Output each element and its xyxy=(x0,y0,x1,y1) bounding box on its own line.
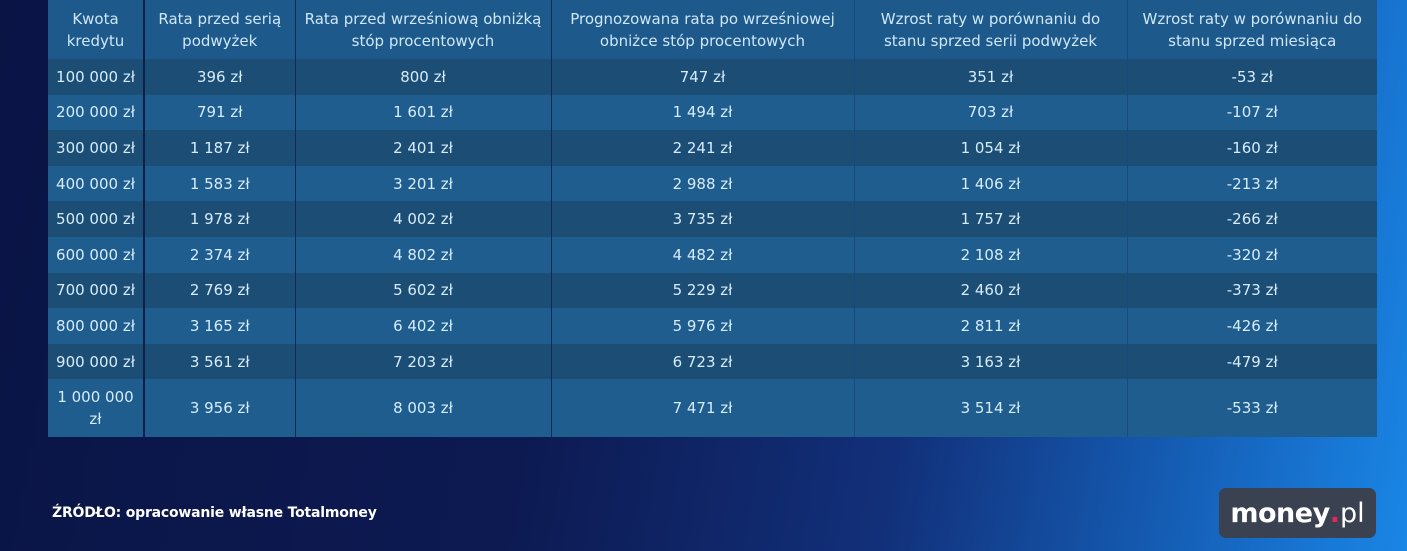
cell: 8 003 zł xyxy=(295,379,552,438)
cell: 3 735 zł xyxy=(551,201,855,237)
cell: 3 165 zł xyxy=(144,308,296,344)
cell: -53 zł xyxy=(1127,59,1377,95)
logo-brand-text: money xyxy=(1230,497,1330,529)
loan-installment-table: Kwota kredytu Rata przed serią podwyżek … xyxy=(48,0,1377,438)
cell: 1 494 zł xyxy=(551,94,855,131)
cell: 4 002 zł xyxy=(295,201,552,237)
logo-tld-text: pl xyxy=(1339,497,1365,529)
cell: 703 zł xyxy=(854,94,1128,131)
table-row: 400 000 zł 1 583 zł 3 201 zł 2 988 zł 1 … xyxy=(48,165,1377,202)
cell-loan-amount: 600 000 zł xyxy=(48,236,145,273)
cell: 7 203 zł xyxy=(295,343,552,380)
cell: -107 zł xyxy=(1127,94,1377,131)
source-caption: ŹRÓDŁO: opracowanie własne Totalmoney xyxy=(52,505,377,521)
cell-loan-amount: 400 000 zł xyxy=(48,165,145,202)
cell: 800 zł xyxy=(295,59,552,95)
cell: -373 zł xyxy=(1127,272,1377,309)
cell: 7 471 zł xyxy=(551,379,855,438)
cell: -160 zł xyxy=(1127,130,1377,166)
cell: 5 976 zł xyxy=(551,308,855,344)
cell: 1 406 zł xyxy=(854,165,1128,202)
logo-dot: . xyxy=(1329,497,1340,529)
header-loan-amount: Kwota kredytu xyxy=(48,0,145,59)
cell: 3 514 zł xyxy=(854,379,1128,438)
cell: 2 401 zł xyxy=(295,130,552,166)
cell: -320 zł xyxy=(1127,236,1377,273)
table-header-row: Kwota kredytu Rata przed serią podwyżek … xyxy=(48,0,1377,59)
cell-loan-amount: 100 000 zł xyxy=(48,59,145,95)
cell: 2 811 zł xyxy=(854,308,1128,344)
table-row: 900 000 zł 3 561 zł 7 203 zł 6 723 zł 3 … xyxy=(48,343,1377,380)
cell: 351 zł xyxy=(854,59,1128,95)
cell: -533 zł xyxy=(1127,379,1377,438)
cell-loan-amount: 500 000 zł xyxy=(48,201,145,237)
cell: 2 241 zł xyxy=(551,130,855,166)
cell: 2 108 zł xyxy=(854,236,1128,273)
cell: 3 956 zł xyxy=(144,379,296,438)
cell: 747 zł xyxy=(551,59,855,95)
cell: 1 054 zł xyxy=(854,130,1128,166)
cell: 1 583 zł xyxy=(144,165,296,202)
cell: 4 802 zł xyxy=(295,236,552,273)
cell: 3 163 zł xyxy=(854,343,1128,380)
cell-loan-amount: 800 000 zł xyxy=(48,308,145,344)
cell: 1 187 zł xyxy=(144,130,296,166)
money-pl-logo: money. pl xyxy=(1219,488,1376,538)
table-row: 1 000 000 zł 3 956 zł 8 003 zł 7 471 zł … xyxy=(48,379,1377,438)
header-increase-vs-before-hikes: Wzrost raty w porównaniu do stanu sprzed… xyxy=(854,0,1128,59)
table-row: 500 000 zł 1 978 zł 4 002 zł 3 735 zł 1 … xyxy=(48,201,1377,237)
cell: -266 zł xyxy=(1127,201,1377,237)
table-row: 300 000 zł 1 187 zł 2 401 zł 2 241 zł 1 … xyxy=(48,130,1377,166)
cell-loan-amount: 300 000 zł xyxy=(48,130,145,166)
cell-loan-amount: 900 000 zł xyxy=(48,343,145,380)
cell: 2 460 zł xyxy=(854,272,1128,309)
table-row: 700 000 zł 2 769 zł 5 602 zł 5 229 zł 2 … xyxy=(48,272,1377,309)
cell: 2 374 zł xyxy=(144,236,296,273)
cell: 3 201 zł xyxy=(295,165,552,202)
cell: 4 482 zł xyxy=(551,236,855,273)
header-rate-before-september-cut: Rata przed wrześniową obniżką stóp proce… xyxy=(295,0,552,59)
cell-loan-amount: 200 000 zł xyxy=(48,94,145,131)
cell: 2 988 zł xyxy=(551,165,855,202)
cell-loan-amount: 700 000 zł xyxy=(48,272,145,309)
cell: -213 zł xyxy=(1127,165,1377,202)
header-forecast-rate-after-cut: Prognozowana rata po wrześniowej obniżce… xyxy=(551,0,855,59)
cell: 2 769 zł xyxy=(144,272,296,309)
table-row: 600 000 zł 2 374 zł 4 802 zł 4 482 zł 2 … xyxy=(48,236,1377,273)
cell: 1 757 zł xyxy=(854,201,1128,237)
cell: -426 zł xyxy=(1127,308,1377,344)
cell: 791 zł xyxy=(144,94,296,131)
cell: 6 723 zł xyxy=(551,343,855,380)
cell: 396 zł xyxy=(144,59,296,95)
cell: 5 602 zł xyxy=(295,272,552,309)
cell: 6 402 zł xyxy=(295,308,552,344)
header-rate-before-hikes: Rata przed serią podwyżek xyxy=(144,0,296,59)
cell-loan-amount: 1 000 000 zł xyxy=(48,379,145,438)
table-row: 100 000 zł 396 zł 800 zł 747 zł 351 zł -… xyxy=(48,59,1377,95)
table-row: 200 000 zł 791 zł 1 601 zł 1 494 zł 703 … xyxy=(48,94,1377,131)
header-increase-vs-last-month: Wzrost raty w porównaniu do stanu sprzed… xyxy=(1127,0,1377,59)
cell: 1 978 zł xyxy=(144,201,296,237)
cell: 3 561 zł xyxy=(144,343,296,380)
table-row: 800 000 zł 3 165 zł 6 402 zł 5 976 zł 2 … xyxy=(48,308,1377,344)
cell: 5 229 zł xyxy=(551,272,855,309)
cell: 1 601 zł xyxy=(295,94,552,131)
cell: -479 zł xyxy=(1127,343,1377,380)
